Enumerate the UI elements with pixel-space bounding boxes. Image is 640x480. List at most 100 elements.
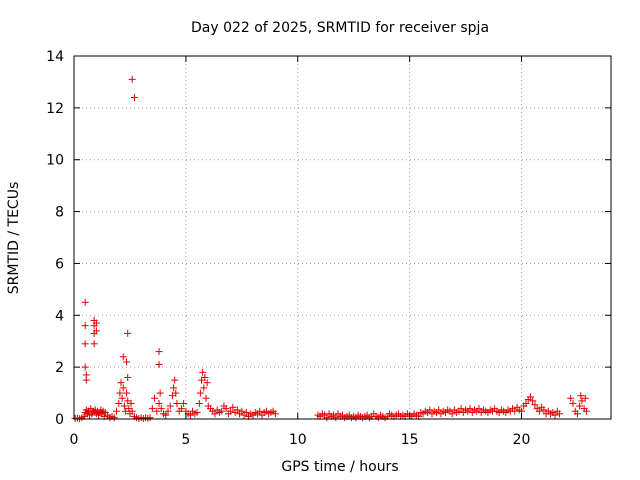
data-point bbox=[172, 389, 180, 397]
data-point bbox=[164, 407, 172, 415]
data-point bbox=[119, 384, 127, 392]
chart-title: Day 022 of 2025, SRMTID for receiver spj… bbox=[191, 20, 489, 36]
data-point bbox=[466, 405, 474, 413]
x-tick-label: 20 bbox=[513, 432, 531, 448]
data-point bbox=[173, 399, 181, 407]
data-point bbox=[92, 327, 100, 335]
data-point bbox=[531, 401, 539, 409]
data-point bbox=[81, 363, 89, 371]
data-point bbox=[535, 407, 543, 415]
data-point bbox=[581, 394, 589, 402]
data-point bbox=[203, 379, 211, 387]
data-point bbox=[146, 414, 154, 422]
data-point bbox=[435, 406, 443, 414]
data-point bbox=[202, 394, 210, 402]
data-point bbox=[576, 402, 584, 410]
y-tick-label: 6 bbox=[55, 256, 64, 272]
data-point bbox=[156, 389, 164, 397]
data-point bbox=[128, 75, 136, 83]
data-point bbox=[148, 405, 156, 413]
data-point bbox=[155, 361, 163, 369]
data-point bbox=[199, 368, 207, 376]
data-point bbox=[511, 407, 519, 415]
y-tick-label: 8 bbox=[55, 205, 64, 221]
data-point bbox=[116, 389, 124, 397]
data-point bbox=[540, 406, 548, 414]
data-point bbox=[229, 403, 237, 411]
x-tick-label: 10 bbox=[289, 432, 307, 448]
grid-lines bbox=[74, 56, 611, 419]
data-point bbox=[170, 384, 178, 392]
data-point bbox=[211, 410, 219, 418]
data-points bbox=[71, 75, 590, 423]
data-point bbox=[227, 407, 235, 415]
data-point bbox=[171, 376, 179, 384]
data-point bbox=[124, 374, 132, 382]
data-point bbox=[120, 402, 128, 410]
data-point bbox=[457, 405, 465, 413]
data-point bbox=[123, 358, 131, 366]
data-point bbox=[526, 393, 534, 401]
axis-ticks: 0 5 10 15 20 0 2 4 6 8 10 12 14 bbox=[46, 49, 611, 448]
data-point bbox=[551, 411, 559, 419]
data-point bbox=[238, 407, 246, 415]
data-point bbox=[556, 410, 564, 418]
y-tick-label: 0 bbox=[55, 412, 64, 428]
data-point bbox=[81, 340, 89, 348]
data-point bbox=[81, 322, 89, 330]
data-point bbox=[448, 410, 456, 418]
data-point bbox=[186, 411, 194, 419]
data-point bbox=[110, 414, 118, 422]
data-point bbox=[127, 399, 135, 407]
data-point bbox=[573, 410, 581, 418]
data-point bbox=[180, 399, 188, 407]
data-point bbox=[155, 399, 163, 407]
data-point bbox=[196, 389, 204, 397]
data-point bbox=[256, 407, 264, 415]
data-point bbox=[177, 405, 185, 413]
data-point bbox=[119, 353, 127, 361]
x-tick-label: 0 bbox=[70, 432, 79, 448]
data-point bbox=[195, 399, 203, 407]
data-point bbox=[155, 348, 163, 356]
x-tick-label: 5 bbox=[181, 432, 190, 448]
data-point bbox=[323, 414, 331, 422]
data-point bbox=[577, 392, 585, 400]
data-point bbox=[157, 405, 165, 413]
y-tick-label: 12 bbox=[46, 101, 64, 117]
data-point bbox=[153, 407, 161, 415]
data-point bbox=[92, 319, 100, 327]
data-point bbox=[82, 376, 90, 384]
data-point bbox=[166, 402, 174, 410]
data-point bbox=[426, 406, 434, 414]
data-point bbox=[117, 379, 125, 387]
data-point bbox=[582, 407, 590, 415]
data-point bbox=[218, 407, 226, 415]
x-axis-label: GPS time / hours bbox=[281, 459, 398, 475]
data-point bbox=[271, 410, 279, 418]
y-tick-label: 10 bbox=[46, 153, 64, 169]
data-point bbox=[529, 397, 537, 405]
data-point bbox=[569, 399, 577, 407]
data-point bbox=[115, 399, 123, 407]
data-point bbox=[118, 394, 126, 402]
data-point bbox=[81, 298, 89, 306]
data-point bbox=[128, 407, 136, 415]
y-tick-label: 2 bbox=[55, 360, 64, 376]
data-point bbox=[201, 374, 209, 382]
y-tick-label: 14 bbox=[46, 49, 64, 65]
plot-frame bbox=[73, 55, 612, 420]
data-point bbox=[233, 406, 241, 414]
data-point bbox=[123, 389, 131, 397]
data-point bbox=[200, 384, 208, 392]
data-point bbox=[567, 394, 575, 402]
data-point bbox=[130, 93, 138, 101]
data-point bbox=[522, 399, 530, 407]
data-point bbox=[242, 409, 250, 417]
data-point bbox=[475, 405, 483, 413]
data-point bbox=[162, 411, 170, 419]
data-point bbox=[332, 414, 340, 422]
data-point bbox=[90, 340, 98, 348]
y-tick-label: 4 bbox=[55, 308, 64, 324]
